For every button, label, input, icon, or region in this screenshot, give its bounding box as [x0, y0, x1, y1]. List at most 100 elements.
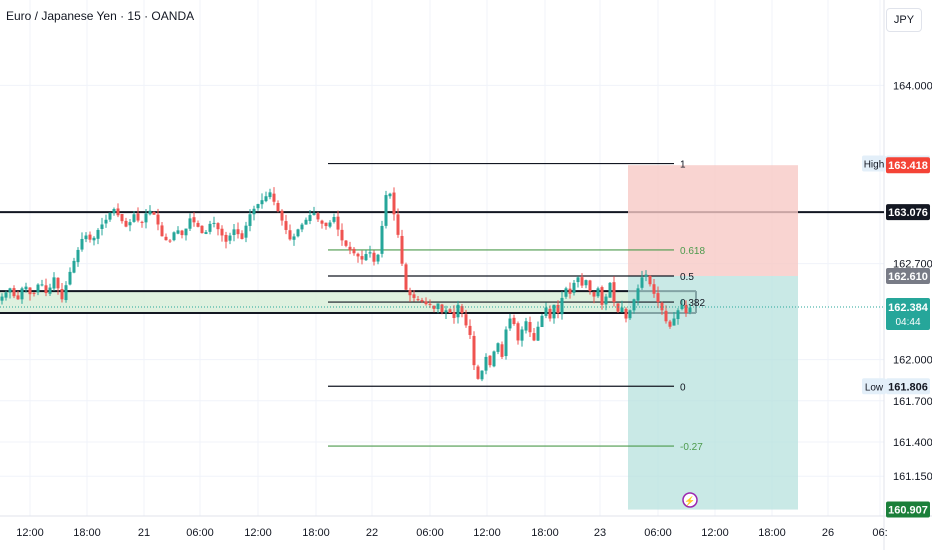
entry-price-tag: 162.610	[888, 271, 928, 283]
low-price-tag: 161.806	[888, 381, 928, 393]
candle-body	[164, 236, 168, 241]
candle-body	[232, 229, 236, 235]
candle-body	[664, 310, 668, 322]
price-tick-label: 161.400	[893, 437, 932, 449]
candle-body	[376, 254, 380, 262]
candle-body	[272, 193, 276, 202]
candle-body	[516, 323, 520, 341]
candle-body	[336, 216, 340, 230]
time-tick-label: 06:	[872, 527, 887, 539]
candle-body	[676, 310, 680, 320]
candle-body	[352, 248, 356, 254]
candle-body	[596, 288, 600, 297]
time-tick-label: 06:00	[644, 527, 672, 539]
candle-body	[420, 300, 424, 302]
candle-body	[512, 317, 516, 324]
candle-body	[52, 277, 56, 289]
candle-body	[652, 284, 656, 294]
candle-body	[688, 307, 692, 313]
high-tag-label: High	[864, 160, 885, 171]
resistance-price-tag-bg	[886, 204, 930, 221]
time-tick-label: 12:00	[16, 527, 44, 539]
candle-body	[556, 304, 560, 314]
candle-body	[88, 234, 92, 240]
candle-body	[500, 344, 504, 357]
candle-body	[260, 200, 264, 205]
candle-body	[224, 234, 228, 242]
target-price-tag-bg	[886, 501, 930, 518]
candle-body	[192, 217, 196, 223]
candle-body	[348, 246, 352, 251]
candle-body	[404, 264, 408, 290]
time-tick-label: 12:00	[473, 527, 501, 539]
fib-level-label: 0.5	[680, 272, 694, 283]
candle-body	[472, 335, 476, 366]
candle-body	[444, 310, 448, 313]
candle-body	[276, 203, 280, 212]
candle-body	[660, 302, 664, 311]
candle-body	[60, 289, 64, 300]
time-tick-label: 26	[822, 527, 834, 539]
resistance-price-tag: 163.076	[888, 207, 928, 219]
candle-body	[120, 214, 124, 222]
candle-body	[528, 322, 532, 333]
candle-body	[540, 315, 544, 328]
candle-body	[228, 235, 232, 241]
stop-price-tag-bg	[886, 157, 930, 174]
candle-body	[456, 304, 460, 318]
fib-level-label: 0	[680, 382, 686, 393]
candle-body	[648, 275, 652, 285]
currency-button[interactable]: JPY	[886, 8, 922, 32]
candle-body	[84, 235, 88, 240]
candle-body	[480, 370, 484, 380]
candle-body	[124, 220, 128, 227]
candle-body	[180, 230, 184, 236]
candle-body	[396, 214, 400, 235]
time-tick-label: 06:00	[186, 527, 214, 539]
price-tick-label: 164.000	[893, 80, 932, 92]
time-tick-label: 06:00	[416, 527, 444, 539]
candle-body	[332, 217, 336, 222]
fib-level-label: -0.27	[680, 442, 703, 453]
candle-body	[112, 208, 116, 214]
candle-body	[568, 288, 572, 294]
candle-body	[204, 232, 208, 234]
flash-glyph-icon: ⚡	[684, 495, 695, 507]
candle-body	[184, 228, 188, 236]
candle-body	[600, 287, 604, 305]
time-tick-label: 23	[594, 527, 606, 539]
candle-body	[148, 210, 152, 215]
candle-body	[668, 321, 672, 327]
candle-body	[40, 284, 44, 286]
candle-body	[616, 303, 620, 312]
candle-body	[364, 254, 368, 261]
flash-alert-icon	[682, 492, 698, 508]
candle-body	[564, 288, 568, 297]
candle-body	[64, 285, 68, 301]
candle-body	[572, 282, 576, 293]
candle-body	[136, 213, 140, 221]
candle-body	[292, 236, 296, 240]
candle-body	[280, 210, 284, 221]
candle-body	[156, 214, 160, 225]
price-tick-label: 161.150	[893, 471, 932, 483]
candle-body	[320, 220, 324, 224]
candle-body	[68, 271, 72, 285]
candle-body	[360, 256, 364, 260]
high-tag-bg	[862, 155, 886, 172]
candle-body	[104, 219, 108, 224]
candle-body	[632, 299, 636, 311]
candle-body	[264, 196, 268, 202]
candle-body	[636, 288, 640, 301]
candle-body	[488, 355, 492, 366]
time-tick-label: 12:00	[244, 527, 272, 539]
stop-price-tag: 163.418	[888, 160, 928, 172]
candle-body	[8, 288, 12, 293]
time-tick-label: 22	[366, 527, 378, 539]
candle-body	[624, 308, 628, 319]
candle-body	[408, 290, 412, 296]
candle-body	[0, 296, 4, 301]
candle-body	[140, 221, 144, 223]
